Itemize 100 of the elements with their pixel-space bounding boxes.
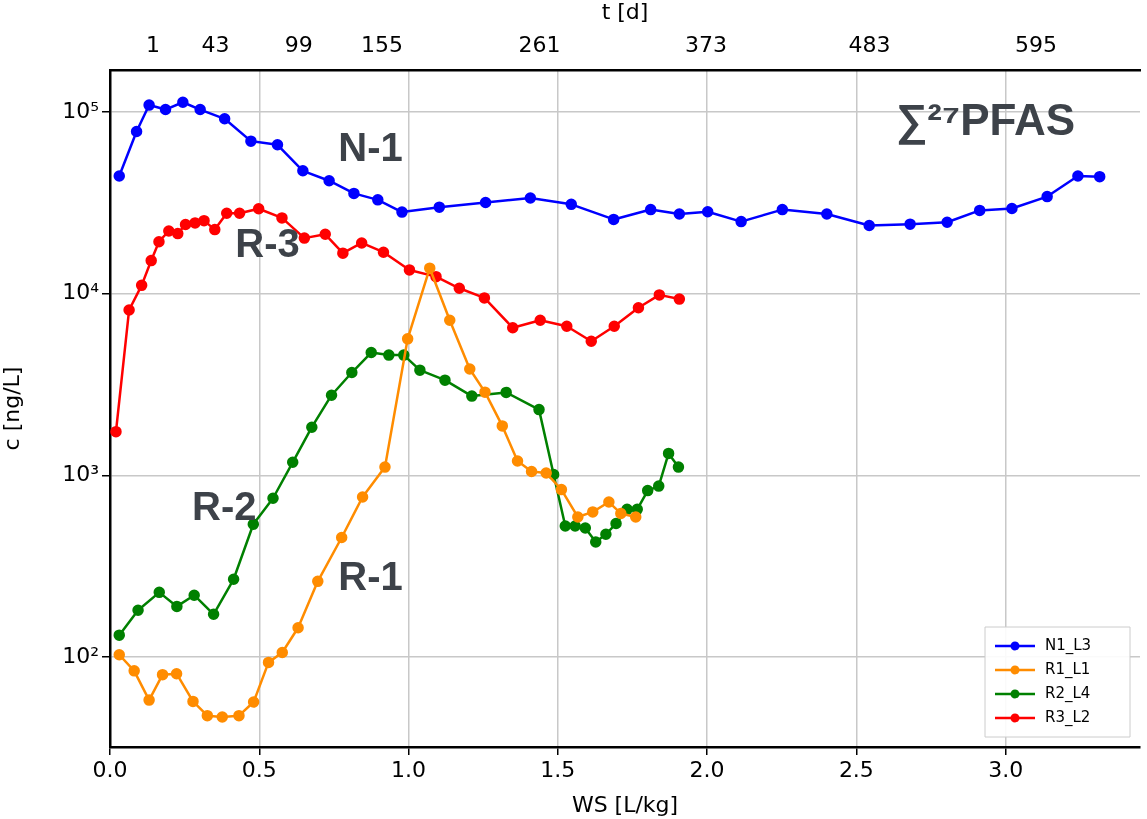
point xyxy=(209,223,221,236)
point xyxy=(533,403,545,416)
x2-tick-label: 483 xyxy=(848,31,891,57)
x2-axis-title: t [d] xyxy=(601,0,649,24)
point xyxy=(439,374,451,386)
point xyxy=(610,517,622,530)
point xyxy=(198,214,210,227)
y-axis-title: c [ng/L] xyxy=(0,366,24,451)
point xyxy=(113,170,126,182)
point xyxy=(525,465,538,478)
point xyxy=(172,227,184,240)
point xyxy=(153,235,165,248)
point xyxy=(170,667,183,680)
point xyxy=(433,201,446,213)
x-tick-label: 2.0 xyxy=(689,756,725,782)
point xyxy=(630,511,642,523)
point xyxy=(701,206,714,218)
point xyxy=(216,711,229,723)
point xyxy=(132,604,144,616)
point xyxy=(312,575,324,588)
point xyxy=(171,600,183,613)
annotation: R-2 xyxy=(192,483,257,528)
point xyxy=(247,696,260,708)
point xyxy=(245,135,257,147)
point xyxy=(143,99,155,111)
point xyxy=(145,254,157,267)
point xyxy=(227,573,240,586)
point xyxy=(672,461,685,473)
point xyxy=(863,219,875,232)
point xyxy=(673,208,686,220)
legend-label: R1_L1 xyxy=(1045,659,1091,679)
point xyxy=(297,165,309,177)
point xyxy=(644,203,657,216)
point xyxy=(247,518,260,531)
point xyxy=(600,528,612,541)
point xyxy=(653,289,666,301)
point xyxy=(941,216,953,228)
point xyxy=(276,212,288,224)
x-tick-label: 0.5 xyxy=(241,756,277,782)
y-tick-label: 10³ xyxy=(62,461,99,487)
point xyxy=(904,218,916,230)
point xyxy=(559,520,572,532)
point xyxy=(377,246,390,258)
point xyxy=(579,522,592,534)
point xyxy=(396,206,408,218)
point xyxy=(337,247,349,259)
point xyxy=(673,293,686,305)
point xyxy=(607,213,620,226)
point xyxy=(973,204,986,217)
point xyxy=(444,314,456,327)
annotation: R-1 xyxy=(338,554,403,599)
point xyxy=(159,103,172,116)
point xyxy=(323,174,335,187)
point xyxy=(464,363,476,375)
point xyxy=(652,480,665,492)
point xyxy=(565,198,578,211)
point xyxy=(561,320,573,333)
point xyxy=(218,113,231,125)
x2-tick-label: 595 xyxy=(1014,31,1057,57)
point xyxy=(201,709,214,722)
point xyxy=(128,665,140,677)
legend-label: N1_L3 xyxy=(1045,635,1092,655)
legend-label: R3_L2 xyxy=(1045,707,1091,727)
point xyxy=(267,492,279,505)
y-tick-label: 10² xyxy=(62,642,99,668)
point xyxy=(286,456,299,469)
point xyxy=(163,225,175,237)
point xyxy=(479,386,491,398)
point xyxy=(540,467,552,479)
point xyxy=(187,695,199,708)
point xyxy=(1072,170,1084,182)
annotation: R-3 xyxy=(235,221,300,266)
x-tick-label: 1.0 xyxy=(391,756,427,782)
point xyxy=(569,520,581,532)
y-tick-label: 10⁴ xyxy=(62,279,100,305)
x2-tick-label: 261 xyxy=(518,31,561,57)
point xyxy=(524,192,537,204)
x2-tick-label: 373 xyxy=(685,31,727,57)
point xyxy=(355,237,368,249)
point xyxy=(453,282,466,295)
point xyxy=(1093,170,1106,183)
point xyxy=(608,320,620,333)
point xyxy=(306,421,318,433)
point xyxy=(511,455,524,467)
x-tick-label: 0.0 xyxy=(92,756,128,782)
point xyxy=(424,262,436,274)
point xyxy=(189,217,201,229)
point xyxy=(271,139,284,151)
point xyxy=(500,386,512,399)
point xyxy=(1041,190,1053,203)
point xyxy=(365,346,377,359)
point xyxy=(356,491,369,503)
point xyxy=(587,506,599,518)
point xyxy=(383,349,395,361)
point xyxy=(496,420,509,432)
point xyxy=(153,586,166,599)
point xyxy=(292,622,304,634)
point xyxy=(298,232,311,244)
point xyxy=(252,203,265,215)
point xyxy=(615,507,627,520)
